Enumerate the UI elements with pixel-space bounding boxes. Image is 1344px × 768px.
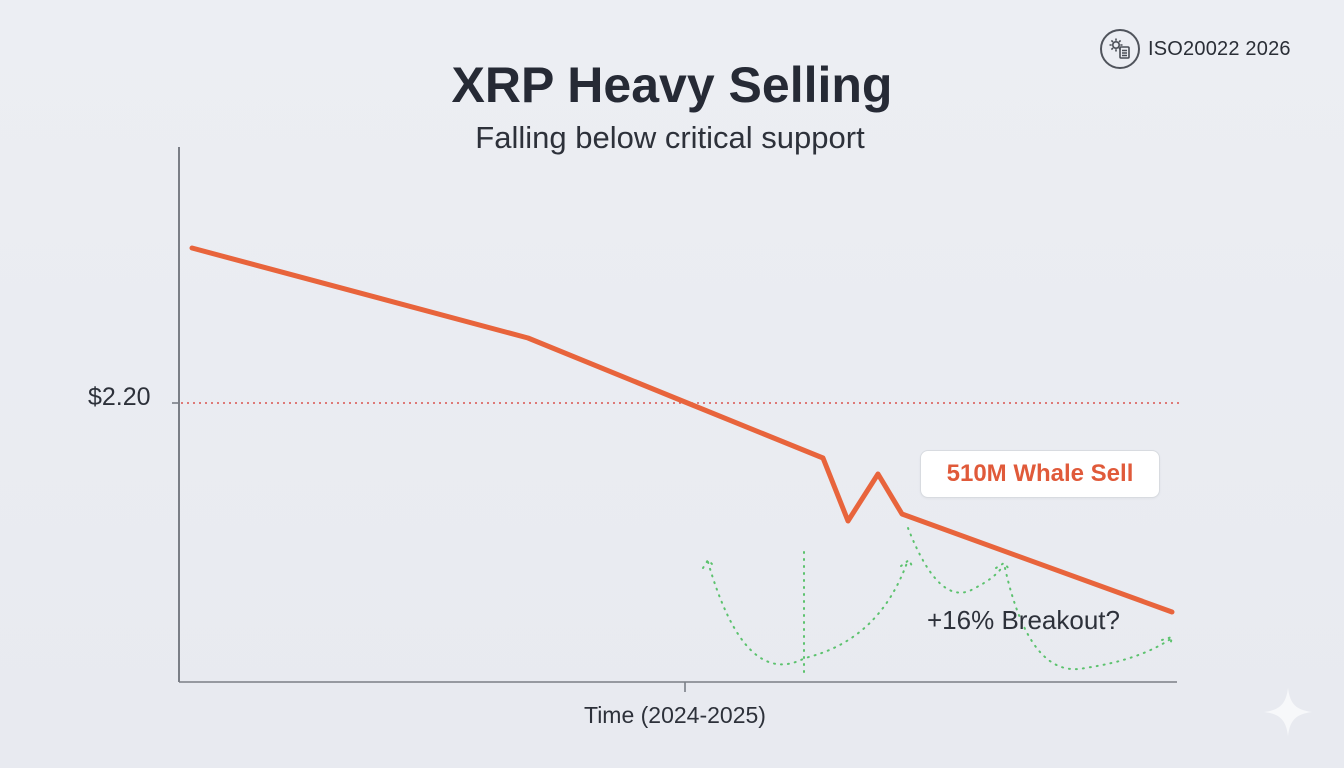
- x-axis-label: Time (2024-2025): [584, 702, 766, 728]
- breakout-arrows: [702, 527, 1174, 676]
- callout-label: 510M Whale Sell: [946, 460, 1134, 487]
- breakout-annotation: +16% Breakout?: [927, 605, 1120, 635]
- chart-title: XRP Heavy Selling: [451, 57, 893, 113]
- chart-subtitle: Falling below critical support: [475, 120, 865, 155]
- iso-badge: ISO20022 2026: [1100, 29, 1291, 69]
- badge-text: ISO20022 2026: [1148, 37, 1291, 60]
- sparkle-icon: [1264, 688, 1312, 736]
- gear-document-icon: [1100, 29, 1140, 69]
- y-tick-label: $2.20: [88, 383, 151, 411]
- price-line: [189, 245, 1175, 615]
- whale-sell-callout: 510M Whale Sell: [920, 450, 1160, 498]
